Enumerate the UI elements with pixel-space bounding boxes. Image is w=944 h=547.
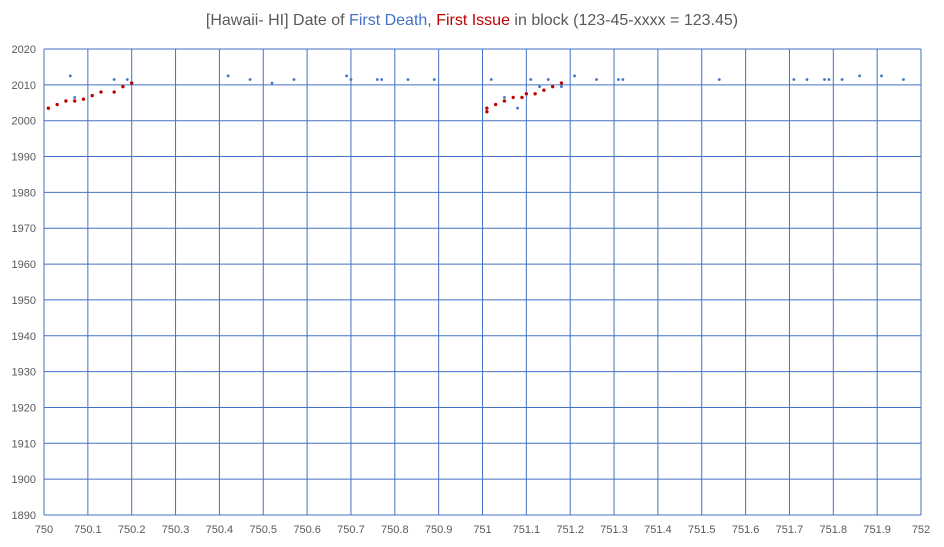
- first-death-point: [112, 78, 116, 81]
- first-death-point: [432, 78, 436, 81]
- y-tick-label: 2000: [12, 116, 36, 128]
- first-death-point: [573, 74, 576, 78]
- x-tick-label: 750.3: [162, 524, 190, 536]
- x-tick-label: 750.7: [337, 524, 365, 536]
- first-death-point: [717, 78, 721, 81]
- y-tick-label: 1970: [12, 223, 36, 235]
- first-issue-point: [559, 81, 564, 85]
- first-death-point: [792, 78, 796, 81]
- first-death-point: [621, 78, 625, 81]
- first-issue-point: [511, 95, 515, 100]
- y-tick-label: 1950: [12, 295, 36, 307]
- first-issue-point: [72, 99, 77, 103]
- first-death-point: [902, 78, 905, 81]
- first-death-point: [617, 78, 620, 81]
- y-tick-label: 1920: [12, 402, 36, 414]
- title-separator: ,: [427, 12, 437, 29]
- x-tick-label: 750.6: [293, 524, 321, 536]
- first-death-point: [345, 74, 348, 78]
- x-tick-label: 750.5: [249, 524, 277, 536]
- x-tick-label: 752: [912, 524, 930, 536]
- first-death-point: [292, 78, 296, 81]
- title-suffix: in block (123-45-xxxx = 123.45): [509, 12, 739, 29]
- y-tick-label: 1990: [12, 152, 36, 164]
- first-issue-point: [485, 106, 489, 110]
- x-tick-label: 751.9: [863, 524, 891, 536]
- first-death-point: [560, 85, 563, 89]
- first-death-point: [489, 78, 493, 81]
- first-death-point: [595, 78, 598, 81]
- first-issue-point: [64, 99, 68, 103]
- y-tick-label: 1900: [12, 474, 36, 486]
- x-tick-label: 750.2: [118, 524, 146, 536]
- x-tick-label: 751.3: [600, 524, 628, 536]
- chart-title: [Hawaii- HI] Date of First Death, First …: [0, 12, 944, 30]
- first-death-point: [823, 78, 826, 81]
- first-issue-point: [46, 106, 51, 110]
- y-tick-label: 2010: [12, 80, 36, 92]
- first-issue-point: [99, 90, 103, 94]
- first-death-point: [375, 78, 379, 81]
- x-tick-label: 750: [35, 524, 53, 536]
- first-death-point: [270, 81, 274, 85]
- x-tick-label: 751.6: [732, 524, 760, 536]
- y-tick-label: 1930: [12, 367, 36, 379]
- x-tick-label: 751.1: [513, 524, 541, 536]
- x-tick-label: 751.2: [556, 524, 584, 536]
- first-death-point: [68, 74, 72, 78]
- x-tick-label: 750.4: [206, 524, 234, 536]
- x-tick-label: 750.1: [74, 524, 102, 536]
- title-first-death: First Death: [349, 12, 428, 29]
- first-issue-point: [112, 90, 116, 94]
- title-first-issue: First Issue: [436, 12, 510, 29]
- first-death-point: [406, 78, 410, 81]
- first-death-point: [827, 78, 831, 81]
- first-death-point: [805, 78, 809, 81]
- first-death-point: [529, 78, 533, 81]
- x-tick-label: 751: [473, 524, 491, 536]
- first-issue-point: [502, 99, 507, 103]
- x-tick-label: 751.8: [820, 524, 848, 536]
- first-issue-point: [550, 84, 555, 89]
- first-issue-point: [533, 92, 537, 96]
- first-issue-point: [485, 110, 489, 114]
- first-issue-point: [81, 97, 86, 101]
- y-tick-label: 1940: [12, 331, 36, 343]
- y-tick-label: 1890: [12, 510, 36, 522]
- x-tick-label: 751.5: [688, 524, 716, 536]
- y-tick-label: 1910: [12, 438, 36, 450]
- y-tick-label: 1960: [12, 259, 36, 271]
- first-death-point: [516, 106, 519, 110]
- x-tick-label: 751.4: [644, 524, 672, 536]
- first-death-point: [546, 78, 550, 81]
- y-tick-label: 1980: [12, 187, 36, 199]
- first-death-point: [840, 78, 844, 81]
- x-tick-label: 751.7: [776, 524, 804, 536]
- first-death-point: [349, 78, 353, 81]
- first-death-point: [125, 78, 129, 81]
- first-issue-point: [130, 81, 134, 85]
- x-tick-label: 750.9: [425, 524, 453, 536]
- first-death-point: [380, 78, 384, 81]
- first-issue-point: [493, 102, 498, 107]
- title-prefix: [Hawaii- HI] Date of: [205, 12, 350, 29]
- first-death-point: [858, 74, 862, 78]
- first-issue-point: [524, 92, 529, 96]
- first-death-point: [226, 74, 230, 78]
- first-death-point: [538, 85, 541, 89]
- first-issue-point: [55, 102, 59, 107]
- first-death-point: [503, 95, 506, 99]
- first-issue-point: [121, 84, 125, 89]
- x-tick-label: 750.8: [381, 524, 409, 536]
- y-tick-label: 2020: [12, 44, 36, 56]
- first-death-point: [248, 78, 252, 81]
- first-issue-point: [90, 93, 94, 98]
- first-issue-point: [542, 88, 546, 92]
- first-death-point: [73, 95, 77, 99]
- first-death-point: [880, 74, 883, 78]
- first-issue-point: [520, 95, 524, 100]
